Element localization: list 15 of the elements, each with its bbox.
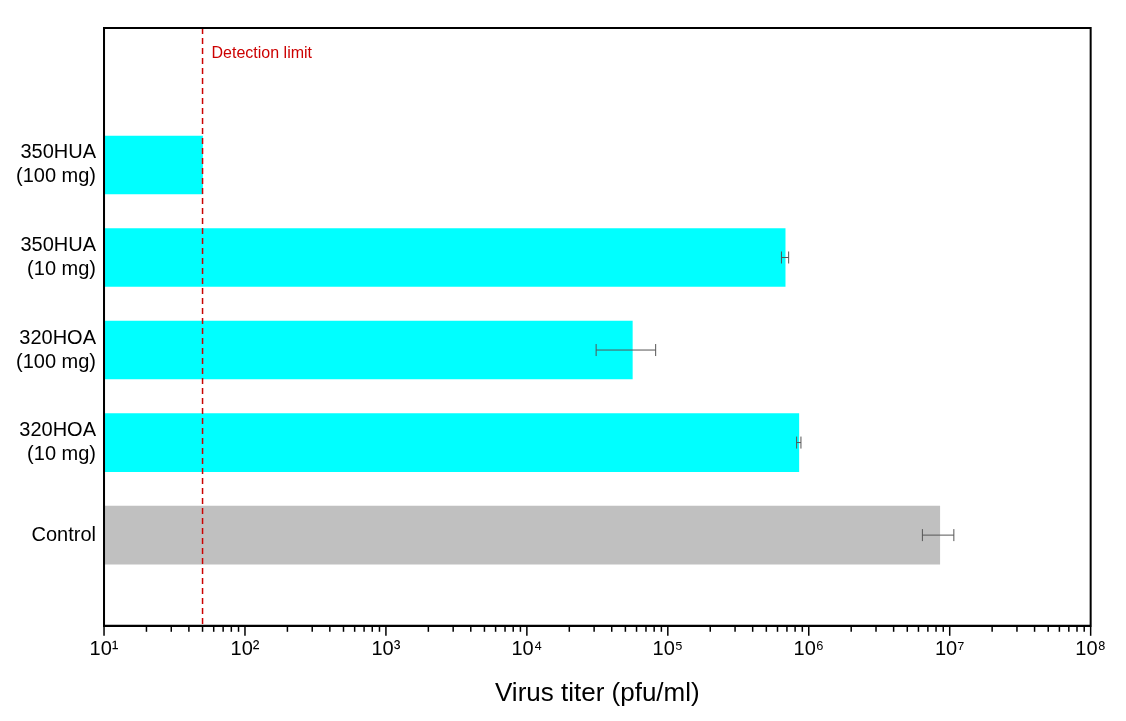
x-axis-title: Virus titer (pfu/ml)	[495, 676, 700, 707]
x-tick-label: 10⁶	[793, 637, 825, 660]
x-tick-label: 10⁴	[511, 637, 543, 660]
x-tick-label: 10²	[230, 637, 260, 660]
x-tick-label: 10¹	[89, 637, 119, 660]
y-tick-label: 350HUA (10 mg)	[20, 233, 97, 280]
x-tick-label: 10⁷	[934, 637, 965, 660]
y-tick-label: 350HUA (100 mg)	[16, 140, 97, 187]
x-tick-label: 10⁸	[1075, 637, 1106, 660]
y-tick-label: 320HOA (10 mg)	[19, 418, 97, 465]
y-tick-label: 320HOA (100 mg)	[16, 325, 97, 372]
ref-line-label: Detection limit	[211, 44, 313, 62]
x-tick-label: 10⁵	[652, 637, 684, 660]
x-tick-label: 10³	[371, 637, 401, 660]
y-tick-label: Control	[31, 522, 97, 545]
